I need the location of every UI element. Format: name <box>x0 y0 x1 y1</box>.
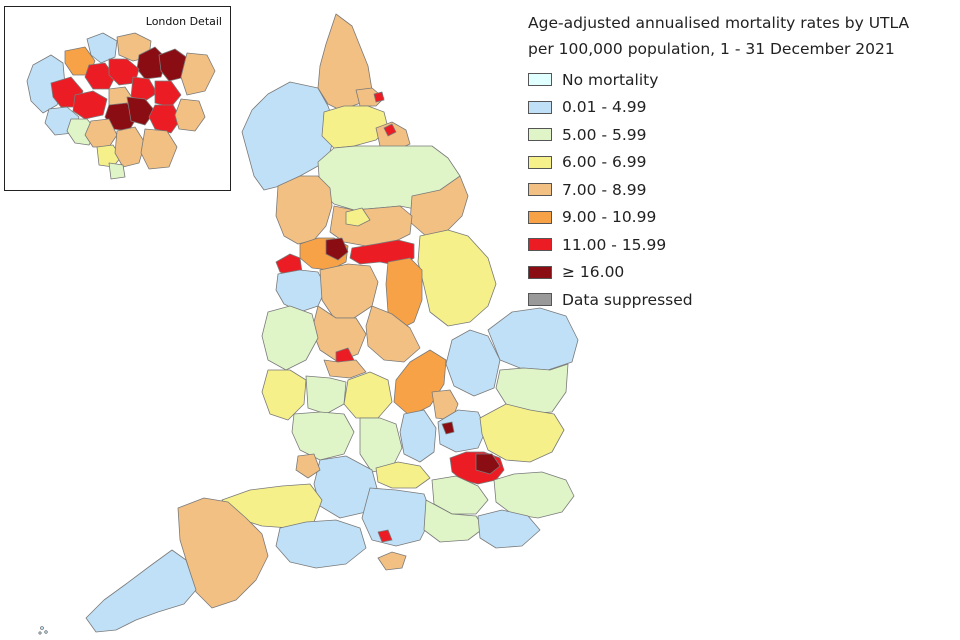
region-oxfordshire <box>359 417 403 473</box>
legend-swatch <box>528 293 552 307</box>
legend-label: No mortality <box>562 70 659 89</box>
legend-list: No mortality 0.01 - 4.99 5.00 - 5.99 6.0… <box>528 66 909 314</box>
region-southampton <box>377 529 393 543</box>
legend-label: 9.00 - 10.99 <box>562 208 657 227</box>
inset-borough-hackney <box>130 76 158 102</box>
legend-label: 11.00 - 15.99 <box>562 235 667 254</box>
region-worcestershire <box>305 375 347 415</box>
region-nottinghamshire <box>385 257 423 331</box>
legend-item-c1: 0.01 - 4.99 <box>528 94 909 122</box>
inset-borough-bromley <box>140 128 178 170</box>
region-herefordshire <box>261 369 307 421</box>
inset-borough-havering <box>180 52 216 96</box>
inset-title: London Detail <box>145 15 222 28</box>
region-suffolk <box>495 363 569 415</box>
inset-borough-croydon <box>114 126 146 168</box>
legend-swatch <box>528 183 552 197</box>
region-manchester <box>325 237 349 261</box>
region-middlesbrough <box>383 123 397 137</box>
region-norfolk <box>487 307 579 371</box>
region-cheshire <box>275 269 327 313</box>
inset-borough-ealing <box>72 90 108 120</box>
legend-label: Data suppressed <box>562 290 693 309</box>
legend-swatch <box>528 155 552 169</box>
region-bristol <box>295 453 321 479</box>
inset-borough-greenwich <box>148 104 182 134</box>
region-east-sussex <box>477 509 541 549</box>
inset-borough-bexley <box>174 98 206 132</box>
legend-item-c5: 9.00 - 10.99 <box>528 204 909 232</box>
legend-label: 6.00 - 6.99 <box>562 153 647 172</box>
london-inset-map <box>26 32 216 180</box>
region-west-sussex <box>423 499 485 543</box>
region-east-riding <box>409 175 469 237</box>
legend-item-none: No mortality <box>528 66 909 94</box>
london-inset: London Detail <box>4 6 231 191</box>
legend-swatch <box>528 265 552 279</box>
region-west-midlands <box>323 359 367 379</box>
legend-label: 0.01 - 4.99 <box>562 98 647 117</box>
region-warwickshire <box>343 371 393 419</box>
legend-item-c7: ≥ 16.00 <box>528 259 909 287</box>
region-london-east <box>475 453 501 475</box>
region-essex <box>479 403 565 463</box>
region-isle-of-wight <box>377 551 407 571</box>
legend-title-line1: Age-adjusted annualised mortality rates … <box>528 14 910 32</box>
inset-borough-sutton <box>108 162 126 180</box>
region-luton <box>441 421 455 435</box>
region-leeds <box>345 207 371 227</box>
legend-item-suppressed: Data suppressed <box>528 286 909 314</box>
region-derbyshire <box>319 263 379 319</box>
region-lancashire <box>275 175 333 245</box>
legend-label: 7.00 - 8.99 <box>562 180 647 199</box>
region-cornwall <box>85 549 197 633</box>
legend-item-c4: 7.00 - 8.99 <box>528 176 909 204</box>
region-hampshire <box>361 487 433 547</box>
legend-item-c3: 6.00 - 6.99 <box>528 149 909 177</box>
region-gloucestershire <box>291 411 355 461</box>
legend-item-c2: 5.00 - 5.99 <box>528 121 909 149</box>
region-shropshire <box>261 305 319 371</box>
legend-label: ≥ 16.00 <box>562 263 625 282</box>
region-buckinghamshire <box>399 409 437 463</box>
inset-borough-newham <box>154 80 182 108</box>
legend-label: 5.00 - 5.99 <box>562 125 647 144</box>
legend-swatch <box>528 100 552 114</box>
legend-item-c6: 11.00 - 15.99 <box>528 231 909 259</box>
region-hertfordshire <box>437 409 487 453</box>
legend-swatch <box>528 128 552 142</box>
region-leicestershire <box>365 305 421 363</box>
region-berkshire <box>375 461 431 489</box>
region-isles-of-scilly <box>38 626 48 635</box>
map-legend: Age-adjusted annualised mortality rates … <box>528 10 909 314</box>
region-cambridgeshire <box>445 329 501 397</box>
legend-title-line2: per 100,000 population, 1 - 31 December … <box>528 40 895 58</box>
legend-swatch <box>528 210 552 224</box>
region-kent <box>493 471 575 519</box>
region-dorset <box>275 519 367 569</box>
inset-borough-barnet <box>86 32 118 64</box>
legend-swatch <box>528 73 552 87</box>
legend-swatch <box>528 238 552 252</box>
region-sunderland <box>373 91 385 103</box>
region-lincolnshire <box>417 229 497 327</box>
